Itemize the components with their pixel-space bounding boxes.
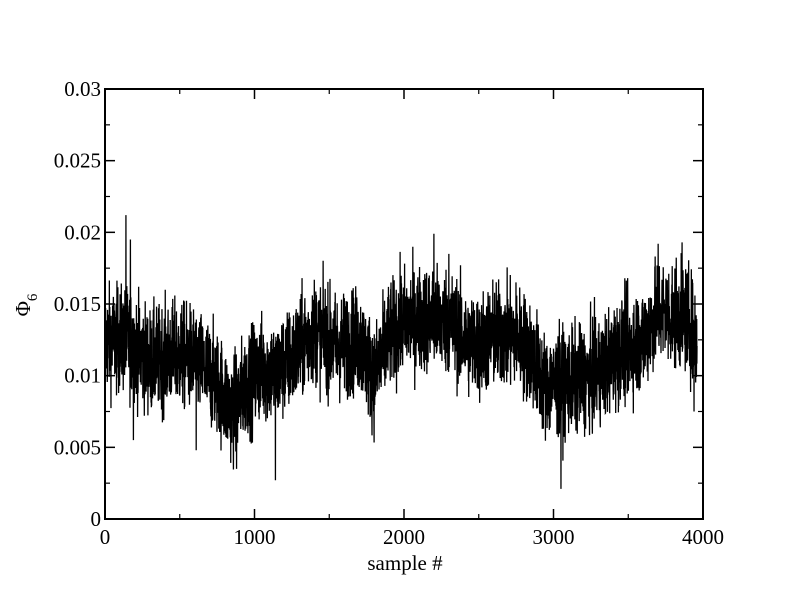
y-tick-label: 0.025 — [54, 149, 101, 173]
y-axis-title-subscript: 6 — [25, 293, 41, 301]
y-tick-label: 0.02 — [64, 220, 101, 244]
series-layer — [104, 215, 698, 489]
series-line — [104, 215, 698, 489]
y-tick-label: 0.015 — [54, 292, 101, 316]
y-axis-title: Φ6 — [11, 293, 41, 316]
plot-frame — [104, 88, 704, 520]
x-tick-label: 0 — [100, 525, 111, 549]
y-axis-title-symbol: Φ — [11, 301, 35, 316]
y-axis-title-group: Φ6 — [11, 293, 41, 316]
x-tick-label: 3000 — [533, 525, 575, 549]
y-tick-label: 0.03 — [64, 77, 101, 101]
x-tick-label: 4000 — [682, 525, 724, 549]
x-axis-title: sample # — [367, 551, 443, 575]
y-tick-label: 0 — [91, 507, 102, 531]
x-tick-label: 2000 — [383, 525, 425, 549]
y-tick-label: 0.01 — [64, 364, 101, 388]
x-tick-label: 1000 — [234, 525, 276, 549]
axes: 0 1000 2000 3000 4000 0 0.005 0.01 0.015 0.02 0.02… — [54, 77, 724, 549]
y-tick-label: 0.005 — [54, 435, 101, 459]
